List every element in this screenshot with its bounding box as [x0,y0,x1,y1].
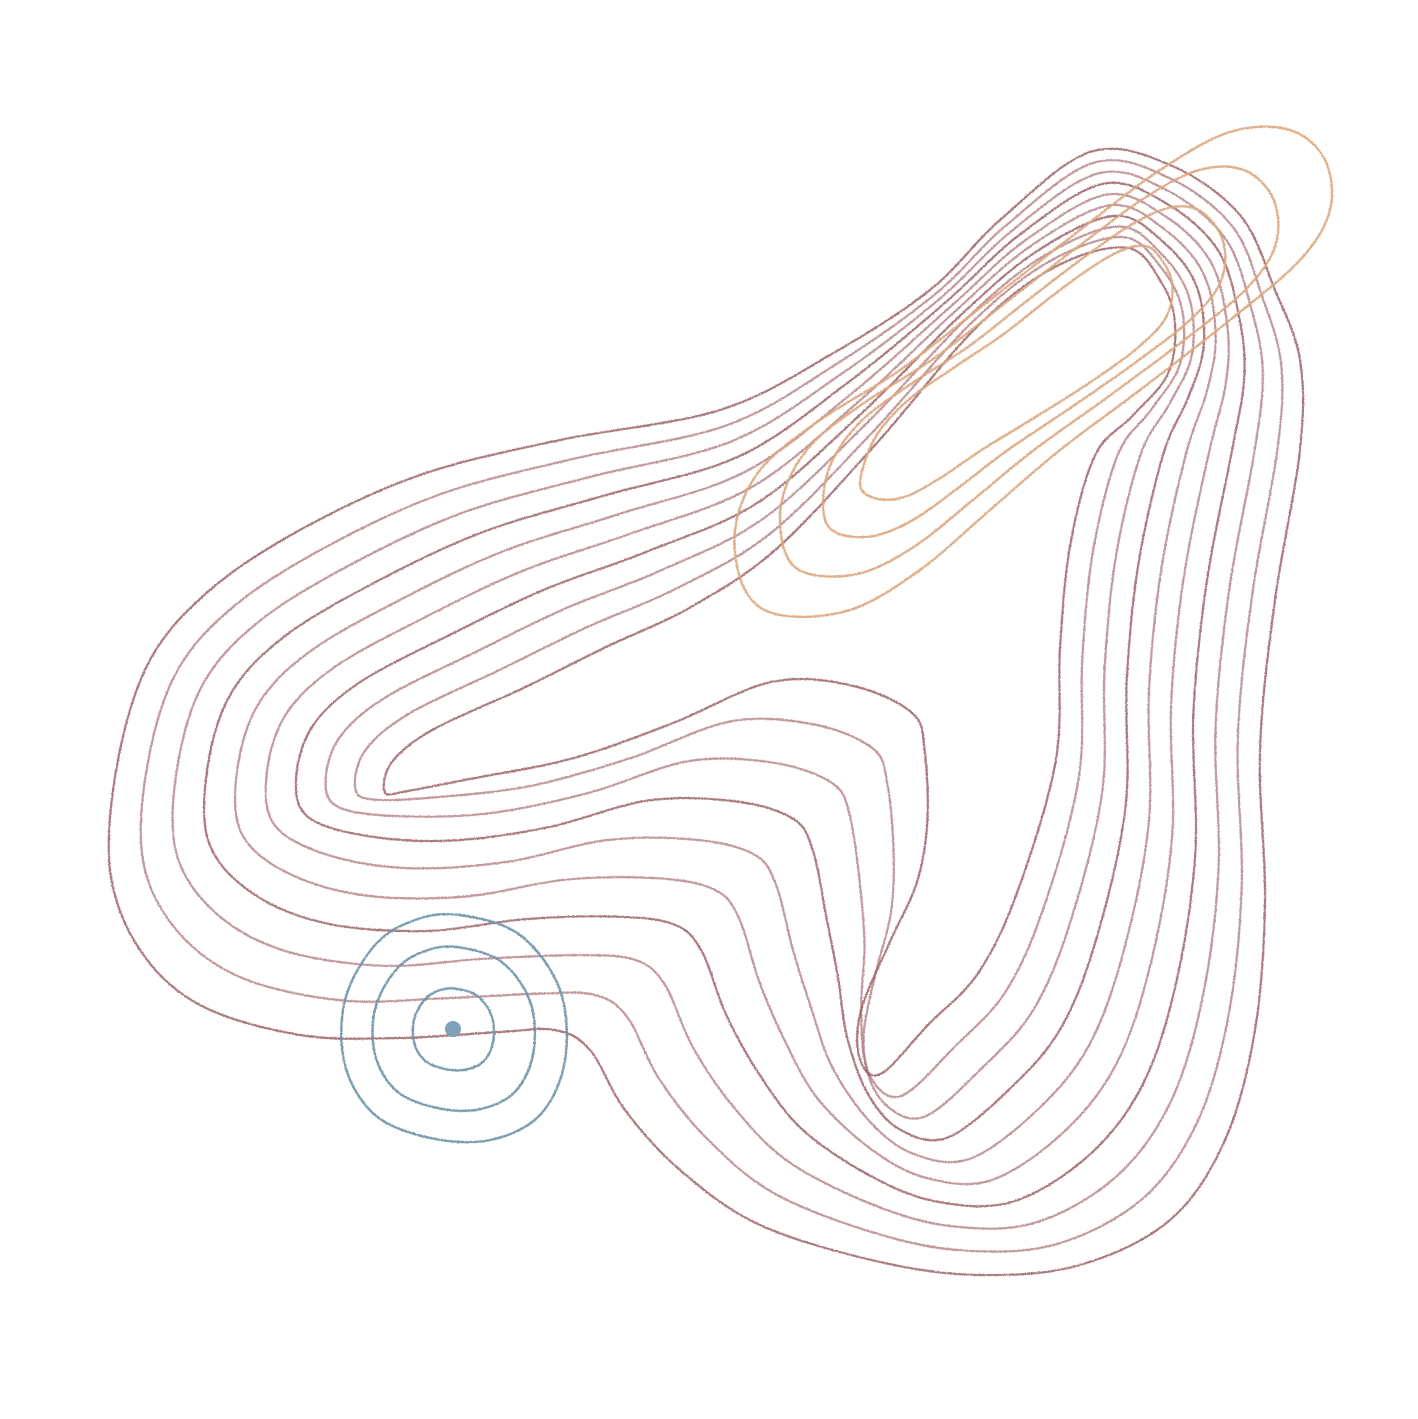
blue-contour-line [411,987,496,1072]
blue-center-dot [445,1021,461,1037]
mauve-contour-line [171,170,1264,1230]
peach-contours [733,125,1334,619]
mauve-contour-line [107,147,1305,1277]
peach-contour-line [858,244,1174,502]
mauve-contour-line [233,192,1230,1186]
peach-contour-line [733,125,1334,619]
blue-contour-line [371,945,537,1112]
mauve-contour-line [324,225,1195,1120]
mauve-contours [107,147,1305,1277]
peach-contour-line [778,165,1280,578]
mauve-contour-line [202,181,1246,1208]
blue-contours [340,912,569,1144]
blue-contour-line [340,912,569,1144]
mauve-contour-line [264,203,1217,1164]
mauve-contour-line [353,235,1186,1099]
mauve-contour-line [294,214,1206,1142]
peach-contour-line [822,205,1227,539]
mauve-contour-line [139,159,1284,1253]
mauve-contour-line [382,246,1177,1077]
